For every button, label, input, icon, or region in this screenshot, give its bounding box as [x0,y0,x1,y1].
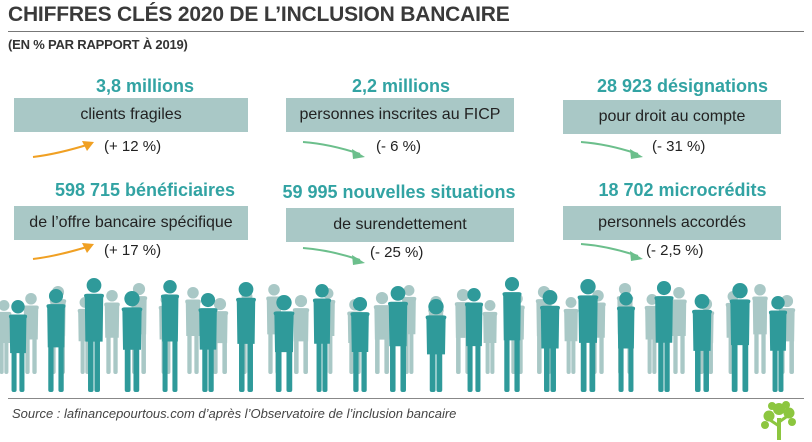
page-subtitle: (EN % PAR RAPPORT À 2019) [8,37,188,52]
person-silhouette [752,284,768,374]
stat-figure-clients-fragiles: 3,8 millions [95,76,195,96]
stat-change-clients-fragiles: (+ 12 %) [104,138,162,155]
stat-figure-ficp: 2,2 millions [351,76,451,96]
arrow-down-icon [302,247,365,265]
arrow-down-icon [302,141,365,159]
person-silhouette [312,284,332,392]
person-silhouette [236,282,256,392]
person-silhouette [540,290,560,392]
stat-figure-offre-specifique: 598 715 bénéficiaires [54,180,236,200]
person-silhouette [729,283,751,392]
person-silhouette [671,287,687,374]
arrow-down-icon [580,243,643,261]
person-silhouette [768,296,788,392]
stat-label-droit-au-compte: pour droit au compte [563,100,781,134]
tree-logo-icon [761,401,796,440]
person-silhouette [350,297,370,392]
stat-label-surendettement: de surendettement [286,208,514,242]
person-silhouette [0,300,12,374]
person-silhouette [121,291,143,392]
stat-change-offre-specifique: (+ 17 %) [104,242,162,259]
page-title: CHIFFRES CLÉS 2020 DE L’INCLUSION BANCAI… [8,3,510,26]
person-silhouette [198,293,218,392]
source-note: Source : lafinancepourtous.com d’après l… [12,406,457,421]
person-silhouette [388,286,408,392]
person-silhouette [373,292,391,374]
person-silhouette [577,279,599,392]
arrow-up-icon [32,141,94,158]
person-silhouette [425,299,447,392]
person-silhouette [464,288,484,392]
stat-change-microcredits: (- 2,5 %) [646,242,704,259]
stat-figure-microcredits: 18 702 microcrédits [598,180,767,200]
person-silhouette [563,297,579,374]
person-silhouette [292,295,310,374]
stat-change-surendettement: (- 25 %) [370,244,424,261]
crowd-silhouettes-illustration [0,277,796,392]
person-silhouette [482,300,498,374]
person-silhouette [104,290,120,374]
stat-label-ficp: personnes inscrites au FICP [286,98,514,132]
footer-divider [8,398,804,399]
arrow-down-icon [580,141,643,159]
stat-figure-surendettement: 59 995 nouvelles situations [282,182,516,202]
person-silhouette [616,292,636,392]
stat-figure-droit-au-compte: 28 923 désignations [596,76,769,96]
person-silhouette [654,281,674,392]
person-silhouette [23,293,39,374]
stat-label-offre-specifique: de l’offre bancaire spécifique [14,206,248,240]
person-silhouette [84,278,104,392]
person-silhouette [185,287,201,374]
stat-change-ficp: (- 6 %) [376,138,421,155]
arrow-up-icon [32,243,94,260]
stat-label-clients-fragiles: clients fragiles [14,98,248,132]
person-silhouette [160,280,180,392]
title-divider [8,31,804,32]
person-silhouette [46,289,66,392]
stat-change-droit-au-compte: (- 31 %) [652,138,706,155]
person-silhouette [502,277,522,392]
person-silhouette [8,300,28,392]
person-silhouette [273,295,295,392]
person-silhouette [692,294,712,392]
stat-label-microcredits: personnels accordés [563,206,781,240]
